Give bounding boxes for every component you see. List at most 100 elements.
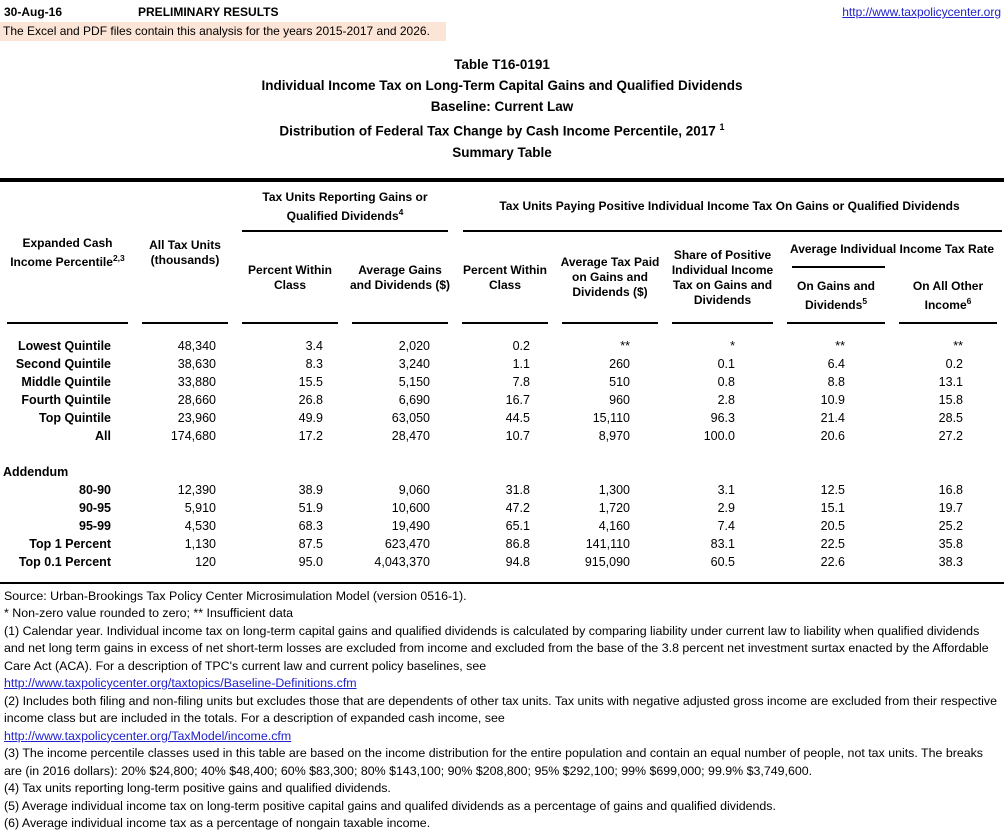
table-row: Lowest Quintile 48,340 3.4 2,020 0.2 ** … [0,337,1004,355]
col-header-percent-within-class-1: Percent Within Class [235,232,345,324]
top-bar: 30-Aug-16 PRELIMINARY RESULTS http://www… [0,0,1004,19]
cell: 4,043,370 [374,554,430,569]
cell: 15.1 [820,500,845,515]
cell: 38.3 [938,554,964,569]
source-note: Source: Urban-Brookings Tax Policy Cente… [4,588,467,603]
cell: ** [835,338,845,353]
col-header-rate-gains-dividends: On Gains and Dividends5 [780,268,892,324]
cell: 960 [609,392,630,407]
row-label: Top Quintile [39,410,111,425]
cell: 17.2 [298,428,323,443]
cell: 6,690 [398,392,430,407]
col-header-average-gains: Average Gains and Dividends ($) [345,232,455,324]
summary-subtitle: Summary Table [452,144,552,160]
row-label: 80-90 [79,482,111,497]
cell: 20.5 [820,518,845,533]
row-label: 90-95 [79,500,111,515]
cell: 94.8 [505,554,530,569]
cell: 33,880 [177,374,216,389]
row-label: Top 0.1 Percent [18,554,111,569]
site-link[interactable]: http://www.taxpolicycenter.org [842,5,1001,19]
cell: 10,600 [391,500,430,515]
date-label: 30-Aug-16 [4,5,63,19]
addendum-label: Addendum [3,464,69,479]
cell: 5,150 [398,374,430,389]
cell: 47.2 [505,500,530,515]
cell: 10.7 [505,428,530,443]
cell: 28,470 [391,428,430,443]
cell: 12.5 [820,482,845,497]
spacer-row [0,571,1004,583]
cell: 28.5 [938,410,964,425]
cell: 38.9 [298,482,323,497]
cell: 8,970 [598,428,630,443]
title-block: Table T16-0191 Individual Income Tax on … [0,54,1004,163]
table-row: All 174,680 17.2 28,470 10.7 8,970 100.0… [0,427,1004,445]
cell: 96.3 [710,410,735,425]
cell: 49.9 [298,410,323,425]
cell: 1,130 [184,536,216,551]
col-header-share-positive-tax: Share of Positive Individual Income Tax … [665,232,780,324]
table-row: 95-99 4,530 68.3 19,490 65.1 4,160 7.4 2… [0,517,1004,535]
cell: 6.4 [827,356,845,371]
table-row: Top 0.1 Percent 120 95.0 4,043,370 94.8 … [0,553,1004,571]
footnote-ref-2-3: 2,3 [112,252,125,263]
cell: 65.1 [505,518,530,533]
cell: 7.8 [512,374,530,389]
cell: 4,530 [184,518,216,533]
income-definition-link[interactable]: http://www.taxpolicycenter.org/TaxModel/… [4,728,292,743]
cell: 13.1 [938,374,964,389]
cell: 8.3 [305,356,323,371]
cell: 38,630 [177,356,216,371]
footnote-1: (1) Calendar year. Individual income tax… [4,623,989,673]
footnote-ref-6: 6 [966,295,972,306]
footnote-5: (5) Average individual income tax on lon… [4,798,776,813]
table-row: Fourth Quintile 28,660 26.8 6,690 16.7 9… [0,391,1004,409]
summary-table: Expanded Cash Income Percentile2,3 All T… [0,182,1004,584]
cell: 22.5 [820,536,845,551]
cell: 15.5 [298,374,323,389]
cell: 68.3 [298,518,323,533]
cell: 0.8 [717,374,735,389]
cell: 4,160 [598,518,630,533]
cell: 1,300 [598,482,630,497]
distribution-subtitle: Distribution of Federal Tax Change by Ca… [279,122,725,139]
cell: 35.8 [938,536,964,551]
cell: 16.7 [505,392,530,407]
baseline-definitions-link[interactable]: http://www.taxpolicycenter.org/taxtopics… [4,676,357,690]
row-label: Second Quintile [15,356,111,371]
cell: 2,020 [398,338,430,353]
row-label: Middle Quintile [21,374,111,389]
col-header-rate-other-income: On All Other Income6 [892,268,1004,324]
footnote-3: (3) The income percentile classes used i… [4,746,984,778]
cell: 3.1 [717,482,735,497]
cell: 0.2 [945,356,964,371]
cell: 86.8 [505,536,530,551]
cell: 1.1 [512,356,530,371]
cell: ** [953,338,964,353]
cell: 12,390 [177,482,216,497]
cell: 87.5 [298,536,323,551]
cell: 15,110 [592,410,630,425]
col-header-all-tax-units: All Tax Units (thousands) [135,182,235,324]
cell: 3.4 [305,338,323,353]
cell: 48,340 [177,338,216,353]
row-label: All [95,428,111,443]
cell: 51.9 [298,500,323,515]
cell: 95.0 [298,554,323,569]
footnote-2: (2) Includes both filing and non-filing … [4,693,997,726]
cell: 2.8 [717,392,735,407]
cell: 0.1 [717,356,735,371]
table-row: 80-90 12,390 38.9 9,060 31.8 1,300 3.1 1… [0,481,1004,499]
cell: 16.8 [938,482,964,497]
cell: 100.0 [703,428,735,443]
cell: 44.5 [505,410,530,425]
spacer-row [0,445,1004,463]
cell: 10.9 [820,392,845,407]
row-label: 95-99 [79,518,111,533]
table-title: Individual Income Tax on Long-Term Capit… [261,78,743,93]
cell: 8.8 [827,374,845,389]
footnote-6: (6) Average individual income tax as a p… [4,816,431,830]
table-row: Top 1 Percent 1,130 87.5 623,470 86.8 14… [0,535,1004,553]
baseline-subtitle: Baseline: Current Law [430,99,574,114]
